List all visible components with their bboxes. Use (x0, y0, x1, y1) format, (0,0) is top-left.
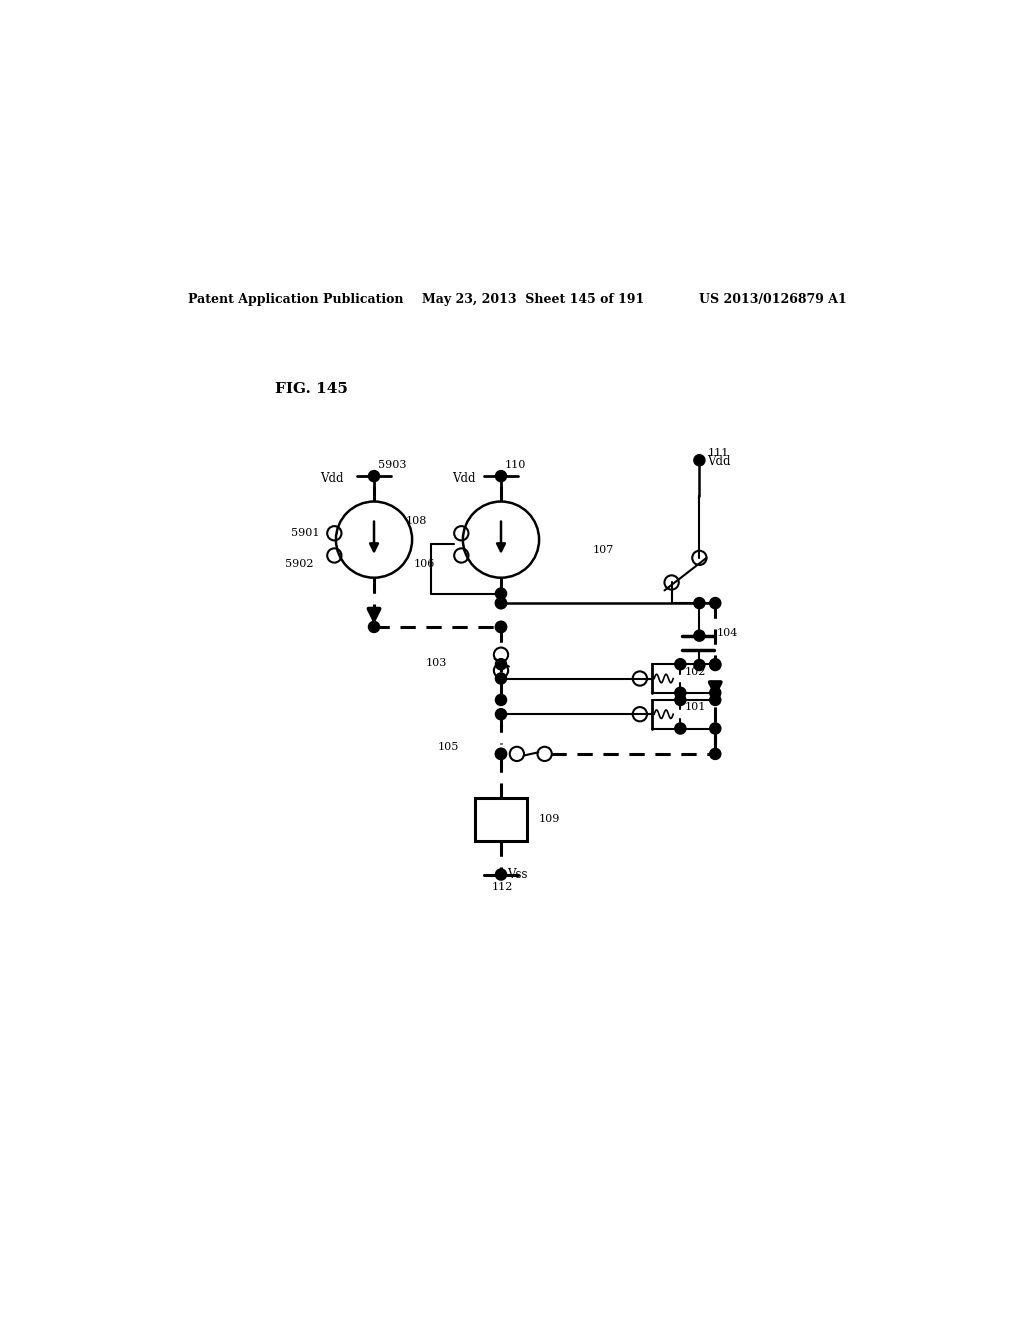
Text: 5903: 5903 (378, 461, 407, 470)
Text: 111: 111 (708, 447, 729, 458)
Circle shape (694, 660, 705, 671)
Text: 108: 108 (406, 516, 427, 525)
Circle shape (496, 673, 507, 684)
Text: 110: 110 (505, 461, 526, 470)
Circle shape (710, 598, 721, 609)
Circle shape (710, 748, 721, 759)
Text: 5902: 5902 (285, 560, 313, 569)
Circle shape (675, 723, 686, 734)
Text: Vdd: Vdd (708, 455, 731, 469)
Circle shape (496, 748, 507, 759)
Text: 109: 109 (539, 814, 560, 825)
Circle shape (496, 659, 507, 669)
Text: 103: 103 (426, 657, 446, 668)
Circle shape (694, 454, 705, 466)
Text: FIG. 145: FIG. 145 (274, 381, 348, 396)
Text: US 2013/0126879 A1: US 2013/0126879 A1 (699, 293, 847, 306)
Text: Vdd: Vdd (321, 471, 343, 484)
Circle shape (710, 659, 721, 669)
Text: 101: 101 (685, 702, 707, 713)
FancyBboxPatch shape (475, 797, 526, 841)
Circle shape (710, 660, 721, 671)
Text: Vss: Vss (507, 869, 527, 882)
Circle shape (496, 869, 507, 880)
Circle shape (496, 694, 507, 705)
Circle shape (496, 598, 507, 609)
Circle shape (675, 694, 686, 705)
Circle shape (694, 630, 705, 642)
Circle shape (710, 688, 721, 698)
Text: May 23, 2013  Sheet 145 of 191: May 23, 2013 Sheet 145 of 191 (422, 293, 644, 306)
Text: 105: 105 (437, 742, 459, 752)
Circle shape (369, 622, 380, 632)
Circle shape (496, 622, 507, 632)
Circle shape (710, 723, 721, 734)
Text: Patent Application Publication: Patent Application Publication (187, 293, 403, 306)
Circle shape (694, 598, 705, 609)
Text: 112: 112 (492, 882, 513, 892)
Circle shape (710, 694, 721, 705)
Circle shape (675, 659, 686, 669)
Circle shape (496, 587, 507, 599)
Circle shape (496, 622, 507, 632)
Text: 107: 107 (592, 545, 613, 556)
Circle shape (496, 471, 507, 482)
Circle shape (675, 688, 686, 698)
Circle shape (496, 598, 507, 609)
Circle shape (496, 709, 507, 719)
Circle shape (369, 471, 380, 482)
Text: 102: 102 (685, 667, 707, 677)
Text: 106: 106 (414, 560, 435, 569)
Text: 104: 104 (717, 628, 738, 639)
Circle shape (496, 748, 507, 759)
Text: 5901: 5901 (291, 528, 319, 537)
Text: Vdd: Vdd (452, 471, 475, 484)
